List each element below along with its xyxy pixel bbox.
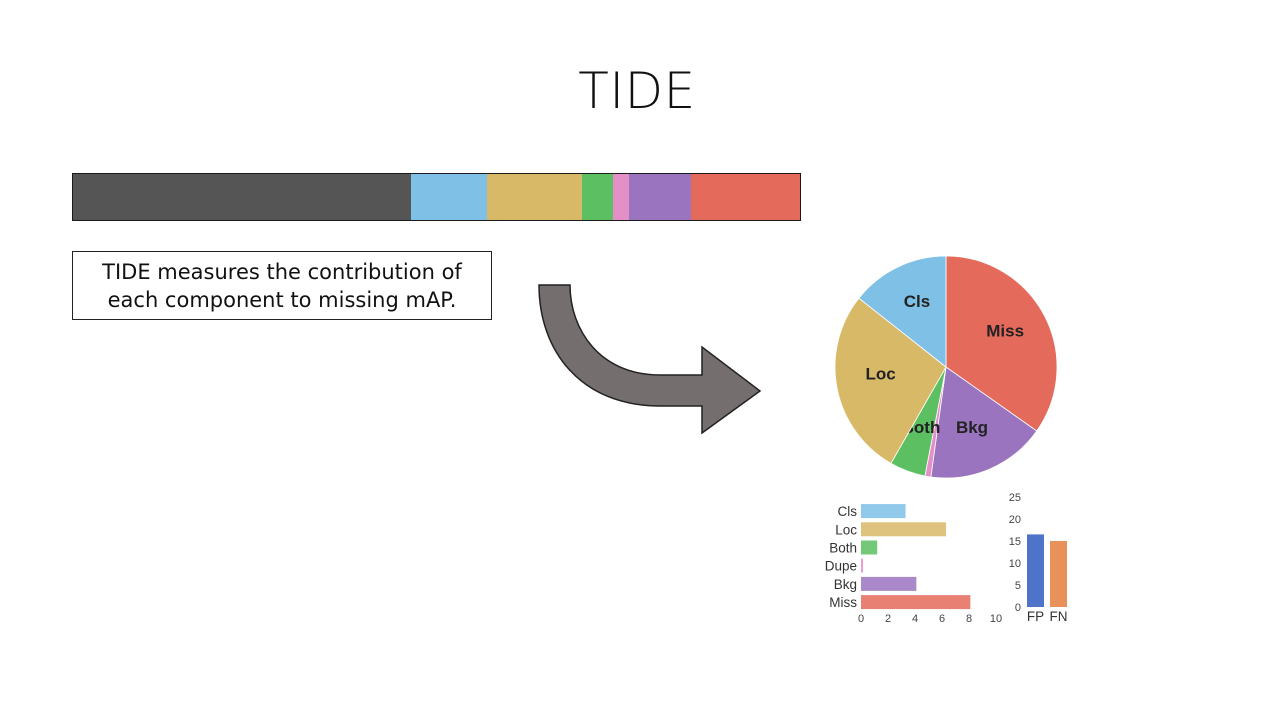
hbar-xtick: 2 <box>885 613 891 625</box>
pie-slice-cls <box>858 255 947 368</box>
map-bar-segment-dupe <box>613 174 630 220</box>
hbar-label-cls: Cls <box>838 504 858 519</box>
hbar-loc <box>861 522 947 537</box>
hbar-bkg <box>861 576 917 591</box>
pie-label-cls: Cls <box>904 292 930 311</box>
map-bar-segment-cls <box>411 174 488 220</box>
map-bar-segment-bkg <box>629 174 691 220</box>
vbar-label-fp: FP <box>1027 609 1044 624</box>
vbar-ytick: 10 <box>1009 558 1021 570</box>
callout-line-1: TIDE measures the contribution of <box>102 260 462 284</box>
vbar-fn <box>1050 541 1067 607</box>
map-bar-segment-miss <box>690 174 800 220</box>
callout-line-2: each component to missing mAP. <box>107 288 457 312</box>
hbar-label-bkg: Bkg <box>834 577 857 592</box>
hbar-xtick: 10 <box>990 613 1002 625</box>
slide-title: TIDE <box>578 62 696 120</box>
pie-slice-miss <box>945 255 1058 432</box>
pie-label-loc: Loc <box>865 365 895 384</box>
hbar-label-both: Both <box>829 541 857 556</box>
hbar-xtick: 4 <box>912 613 918 625</box>
hbar-xtick: 0 <box>858 613 864 625</box>
pie-label-bkg: Bkg <box>956 418 988 437</box>
vbar-ytick: 20 <box>1009 514 1021 526</box>
hbar-miss <box>861 595 971 610</box>
pie-slice-bkg <box>930 366 1038 479</box>
map-bar-segment-both <box>581 174 614 220</box>
curved-arrow-icon <box>538 284 762 435</box>
vbar-ytick: 15 <box>1009 536 1021 548</box>
hbar-cls <box>861 504 906 519</box>
fp-fn-bar-chart: 0 5 10 15 20 25 FP FN <box>1009 492 1068 624</box>
callout-box: TIDE measures the contribution of each c… <box>72 251 492 320</box>
hbar-both <box>861 540 878 555</box>
hbar-dupe <box>861 558 864 573</box>
hbar-xtick: 6 <box>939 613 945 625</box>
pie-label-miss: Miss <box>986 321 1024 340</box>
hbar-label-loc: Loc <box>835 522 857 537</box>
hbar-label-miss: Miss <box>829 595 857 610</box>
hbar-label-dupe: Dupe <box>825 559 857 574</box>
map-error-bar <box>72 173 801 221</box>
vbar-fp <box>1027 534 1044 607</box>
vbar-label-fn: FN <box>1050 609 1068 624</box>
vbar-ytick: 25 <box>1009 492 1021 504</box>
vbar-ytick: 5 <box>1015 580 1021 592</box>
hbar-xtick: 8 <box>966 613 972 625</box>
pie-slice-loc <box>834 297 947 464</box>
map-bar-segment-map <box>73 174 412 220</box>
vbar-ytick: 0 <box>1015 602 1021 614</box>
map-bar-segment-loc <box>487 174 582 220</box>
